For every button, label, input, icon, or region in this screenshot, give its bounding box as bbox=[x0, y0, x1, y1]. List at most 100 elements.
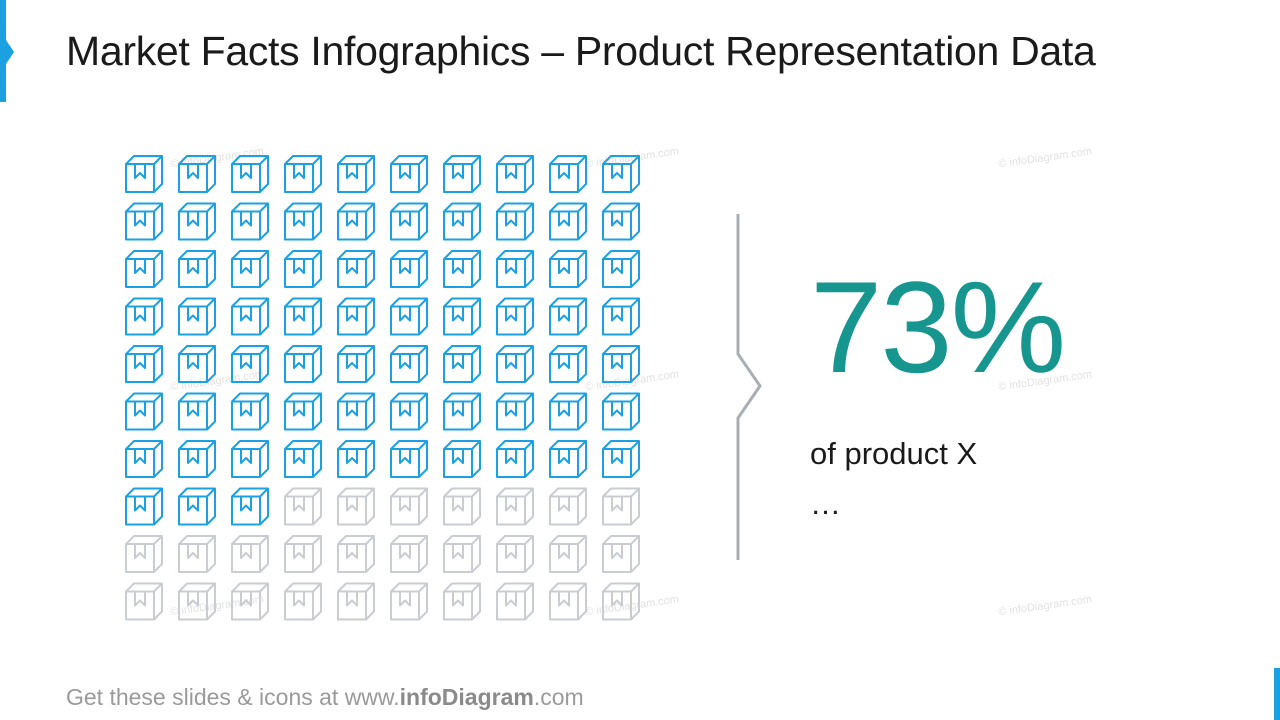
box-icon bbox=[125, 345, 163, 383]
box-icon bbox=[231, 155, 269, 193]
box-icon bbox=[443, 535, 481, 573]
box-icon bbox=[284, 487, 322, 526]
box-icon bbox=[231, 345, 269, 383]
watermark: © infoDiagram.com bbox=[997, 593, 1093, 619]
box-icon bbox=[284, 582, 322, 621]
box-icon bbox=[390, 535, 428, 573]
box-icon bbox=[496, 535, 534, 573]
box-icon bbox=[602, 487, 640, 526]
box-icon bbox=[443, 345, 481, 383]
box-icon bbox=[337, 155, 375, 193]
box-icon bbox=[337, 297, 375, 336]
box-icon bbox=[125, 487, 163, 526]
box-icon bbox=[284, 297, 322, 336]
box-icon bbox=[390, 155, 428, 193]
box-icon bbox=[443, 582, 481, 621]
box-icon bbox=[602, 155, 640, 193]
box-icon bbox=[337, 440, 375, 478]
box-icon bbox=[496, 250, 534, 288]
box-icon bbox=[390, 202, 428, 241]
box-icon bbox=[125, 440, 163, 478]
box-icon bbox=[284, 155, 322, 193]
box-icon bbox=[178, 487, 216, 526]
box-icon bbox=[496, 202, 534, 241]
box-icon bbox=[178, 392, 216, 431]
box-icon bbox=[231, 250, 269, 288]
footer-prefix: Get these slides & icons at www. bbox=[66, 684, 400, 710]
box-icon bbox=[284, 345, 322, 383]
box-icon bbox=[178, 155, 216, 193]
box-icon bbox=[549, 487, 587, 526]
watermark: © infoDiagram.com bbox=[997, 145, 1093, 171]
box-icon bbox=[496, 440, 534, 478]
box-icon bbox=[125, 297, 163, 336]
footer-suffix: .com bbox=[533, 684, 584, 710]
box-icon bbox=[178, 297, 216, 336]
footer-brand: infoDiagram bbox=[399, 684, 534, 710]
box-icon bbox=[443, 155, 481, 193]
box-icon bbox=[390, 297, 428, 336]
stat-detail: … bbox=[810, 486, 841, 521]
box-icon bbox=[390, 582, 428, 621]
box-icon bbox=[231, 392, 269, 431]
accent-bar bbox=[0, 0, 6, 102]
box-icon bbox=[178, 440, 216, 478]
box-icon bbox=[284, 202, 322, 241]
box-icon bbox=[443, 297, 481, 336]
box-icon bbox=[178, 582, 216, 621]
box-icon bbox=[602, 392, 640, 431]
box-icon bbox=[443, 440, 481, 478]
box-icon bbox=[549, 202, 587, 241]
box-icon bbox=[390, 392, 428, 431]
box-icon bbox=[496, 487, 534, 526]
box-icon bbox=[443, 250, 481, 288]
box-icon bbox=[549, 440, 587, 478]
box-icon bbox=[125, 250, 163, 288]
product-icon-grid bbox=[120, 150, 650, 630]
box-icon bbox=[602, 535, 640, 573]
box-icon bbox=[549, 582, 587, 621]
box-icon bbox=[496, 297, 534, 336]
icon-grid-canvas bbox=[125, 155, 640, 621]
box-icon bbox=[337, 202, 375, 241]
box-icon bbox=[284, 440, 322, 478]
box-icon bbox=[231, 202, 269, 241]
box-icon bbox=[496, 345, 534, 383]
box-icon bbox=[549, 297, 587, 336]
stat-caption: of product X bbox=[810, 436, 978, 471]
box-icon bbox=[178, 250, 216, 288]
box-icon bbox=[602, 345, 640, 383]
box-icon bbox=[496, 392, 534, 431]
stat-value: 73% bbox=[810, 254, 1066, 400]
box-icon bbox=[231, 535, 269, 573]
box-icon bbox=[125, 155, 163, 193]
box-icon bbox=[284, 535, 322, 573]
box-icon bbox=[337, 582, 375, 621]
box-icon bbox=[231, 582, 269, 621]
bracket-line bbox=[736, 214, 762, 560]
box-icon bbox=[443, 392, 481, 431]
box-icon bbox=[337, 250, 375, 288]
box-icon bbox=[231, 297, 269, 336]
box-icon bbox=[602, 582, 640, 621]
box-icon bbox=[178, 345, 216, 383]
box-icon bbox=[443, 202, 481, 241]
box-icon bbox=[602, 250, 640, 288]
box-icon bbox=[284, 250, 322, 288]
box-icon bbox=[549, 535, 587, 573]
box-icon bbox=[390, 487, 428, 526]
box-icon bbox=[125, 202, 163, 241]
slide-title: Market Facts Infographics – Product Repr… bbox=[66, 28, 1096, 74]
corner-accent-bar bbox=[1274, 668, 1280, 720]
box-icon bbox=[178, 202, 216, 241]
box-icon bbox=[337, 487, 375, 526]
box-icon bbox=[125, 535, 163, 573]
box-icon bbox=[443, 487, 481, 526]
box-icon bbox=[337, 345, 375, 383]
accent-notch bbox=[6, 40, 14, 64]
box-icon bbox=[602, 297, 640, 336]
box-icon bbox=[602, 440, 640, 478]
box-icon bbox=[284, 392, 322, 431]
box-icon bbox=[549, 250, 587, 288]
box-icon bbox=[390, 250, 428, 288]
